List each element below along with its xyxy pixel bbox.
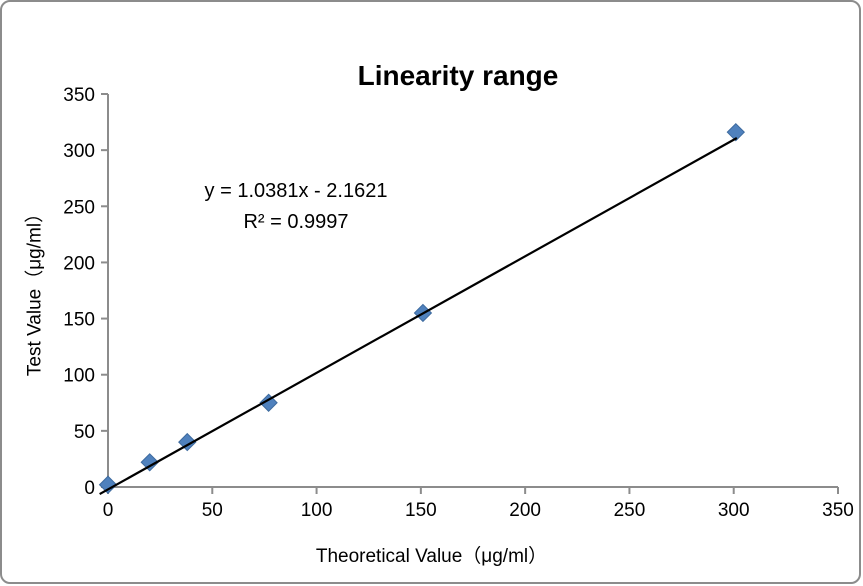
equation-line: y = 1.0381x - 2.1621 <box>204 180 388 202</box>
y-tick-label: 300 <box>63 141 95 162</box>
x-axis-title: Theoretical Value（μg/ml） <box>315 546 548 567</box>
x-tick-label: 250 <box>614 500 646 521</box>
chart-title: Linearity range <box>357 60 559 91</box>
x-tick-label: 50 <box>202 500 223 521</box>
y-tick-label: 250 <box>63 197 95 218</box>
r-squared-line: R² = 0.9997 <box>243 211 349 233</box>
data-point-marker <box>98 475 118 494</box>
y-tick-label: 350 <box>63 85 95 106</box>
y-tick-label: 100 <box>63 366 95 387</box>
data-point-marker <box>178 432 197 452</box>
x-tick-label: 0 <box>103 500 114 521</box>
x-tick-label: 200 <box>509 500 541 521</box>
x-tick-label: 300 <box>718 500 750 521</box>
data-point-marker <box>726 122 746 142</box>
data-point-marker <box>140 453 159 472</box>
x-tick-label: 100 <box>301 500 333 521</box>
trendline-equation: y = 1.0381x - 2.1621 R² = 0.9997 <box>162 176 430 238</box>
y-tick-label: 50 <box>74 422 95 443</box>
trendline <box>99 137 738 496</box>
x-tick-label: 350 <box>822 500 854 521</box>
y-axis-title: Test Value（μg/ml） <box>24 203 46 377</box>
y-tick-label: 150 <box>63 310 95 331</box>
x-tick-label: 150 <box>405 500 437 521</box>
y-tick-label: 0 <box>84 478 95 499</box>
y-tick-label: 200 <box>63 253 95 274</box>
